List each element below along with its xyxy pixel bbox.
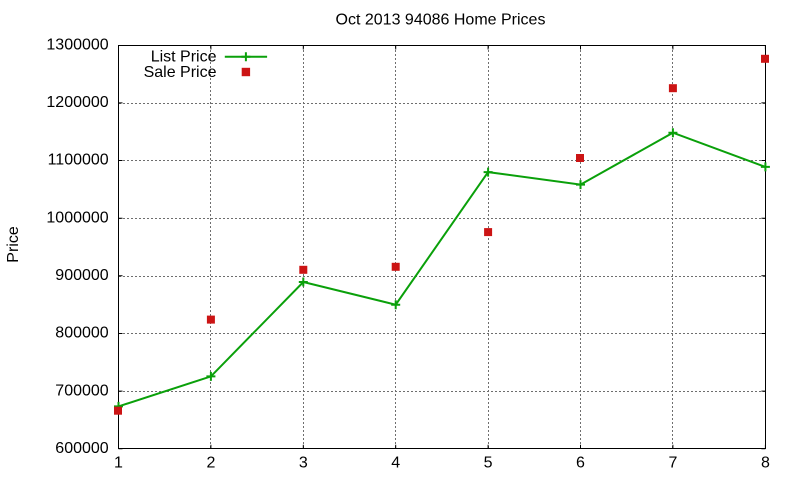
svg-text:4: 4 (391, 455, 400, 472)
svg-text:Price: Price (5, 226, 22, 263)
svg-text:5: 5 (484, 455, 493, 472)
svg-text:800000: 800000 (55, 325, 108, 342)
svg-text:2: 2 (206, 455, 215, 472)
svg-text:700000: 700000 (55, 382, 108, 399)
svg-text:3: 3 (299, 455, 308, 472)
svg-text:1300000: 1300000 (46, 37, 108, 54)
svg-text:8: 8 (761, 455, 770, 472)
svg-text:1: 1 (114, 455, 123, 472)
svg-text:Oct 2013 94086 Home Prices: Oct 2013 94086 Home Prices (336, 12, 546, 29)
svg-text:1000000: 1000000 (46, 209, 108, 226)
svg-text:Sale Price: Sale Price (144, 64, 217, 81)
svg-text:List Price: List Price (151, 49, 217, 66)
svg-text:1200000: 1200000 (46, 94, 108, 111)
svg-text:600000: 600000 (55, 440, 108, 457)
svg-text:1100000: 1100000 (48, 152, 109, 169)
svg-text:6: 6 (576, 455, 585, 472)
svg-text:7: 7 (668, 455, 677, 472)
svg-text:900000: 900000 (55, 267, 108, 284)
